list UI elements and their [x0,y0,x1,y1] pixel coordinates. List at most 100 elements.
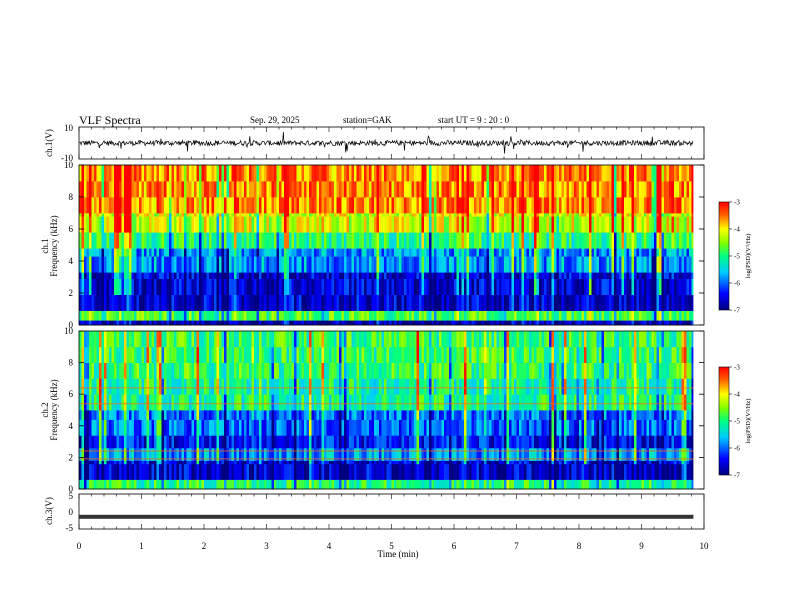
spectrogram-cell [154,197,157,214]
spectrogram-cell [331,435,335,449]
spectrogram-cell [251,410,255,420]
spectrogram-cell [96,294,100,311]
spectrogram-cell [149,479,152,490]
spectrogram-cell [154,216,157,233]
spectrogram-cell [101,294,105,311]
spectrogram-cell [466,181,470,198]
spectrogram-cell [441,272,445,279]
spectrogram-cell [189,378,192,395]
spectrogram-cell [86,278,90,295]
spectrogram-cell [239,248,242,257]
spectrogram-cell [94,394,97,411]
spectrogram-cell [506,181,510,198]
spectrogram-cell [99,278,102,295]
spectrogram-cell [306,213,310,217]
spectrogram-cell [319,213,322,217]
spectrogram-cell [489,165,492,182]
spectrogram-cell [126,320,130,326]
spectrogram-cell [511,278,515,295]
spectrogram-cell [514,294,517,311]
spectrogram-cell [129,331,132,348]
spectrogram-cell [311,447,315,461]
spectrogram-cell [671,216,675,233]
spectrogram-cell [99,310,102,321]
spectrogram-cell [376,419,380,436]
spectrogram-cell [439,213,442,217]
spectrogram-cell [534,310,537,321]
spectrogram-cell [294,378,297,395]
spectrogram-cell [426,256,430,273]
spectrogram-cell [401,346,405,363]
spectrogram-cell [271,310,275,321]
spectrogram-cell [479,213,482,217]
spectrogram-cell [111,165,115,182]
spectrogram-cell [326,256,330,273]
spectrogram-cell [684,216,687,233]
spectrogram-cell [139,294,142,311]
spectrogram-cell [376,248,380,257]
spectrogram-cell [639,197,642,214]
spectrogram-cell [329,362,332,379]
spectrogram-cell [364,394,367,411]
spectrogram-cell [671,278,675,295]
spectrogram-cell [296,294,300,311]
spectrogram-cell [376,435,380,449]
spectrogram-cell [296,378,300,395]
spectrogram-cell [341,394,345,411]
spectrogram-cell [186,272,190,279]
spectrogram-cell [394,410,397,420]
spectrogram-cell [406,435,410,449]
spectrogram-cell [326,213,330,217]
spectrogram-cell [191,278,195,295]
spectrogram-cell [331,294,335,311]
spectrogram-cell [411,479,415,490]
spectrogram-cell [109,410,112,420]
spectrogram-cell [339,463,342,480]
spectrogram-cell [691,272,695,279]
spectrogram-cell [686,165,690,182]
spectrogram-cell [324,362,327,379]
spectrogram-cell [89,310,92,321]
spectrogram-cell [394,362,397,379]
spectrogram-cell [306,232,310,249]
spectrogram-cell [491,165,495,182]
spectrogram-cell [79,479,82,490]
spectrogram-cell [141,232,145,249]
spectrogram-cell [326,294,330,311]
spectrogram-cell [209,216,212,233]
spectrogram-cell [156,410,160,420]
spectrogram-cell [356,410,360,420]
spectrogram-cell [346,331,350,348]
spectrogram-cell [594,232,597,249]
spectrogram-cell [81,197,85,214]
spectrogram-cell [319,216,322,233]
spectrogram-cell [221,181,225,198]
spectrogram-cell [276,310,280,321]
spectrogram-cell [126,165,130,182]
spectrogram-cell [109,362,112,379]
spectrogram-cell [309,410,312,420]
spectrogram-cell [409,394,412,411]
spectrogram-cell [236,346,240,363]
spectrogram-cell [176,320,180,326]
spectrogram-cell [326,394,330,411]
spectrogram-cell [394,331,397,348]
spectrogram-cell [346,479,350,490]
spectrogram-cell [576,256,580,273]
spectrogram-cell [439,248,442,257]
spectrogram-cell [349,216,352,233]
spectrogram-cell [181,181,185,198]
spectrogram-cell [564,248,567,257]
spectrogram-cell [586,197,590,214]
spectrogram-cell [211,213,215,217]
spectrogram-cell [564,278,567,295]
spectrogram-cell [99,331,102,348]
spectrogram-cell [399,294,402,311]
ch1-spectrogram-frame [78,164,705,326]
spectrogram-cell [476,272,480,279]
spectrogram-cell [581,216,585,233]
spectrogram-cell [134,213,137,217]
spectrogram-cell [396,410,400,420]
spectrogram-cell [629,181,632,198]
spectrogram-cell [364,320,367,326]
